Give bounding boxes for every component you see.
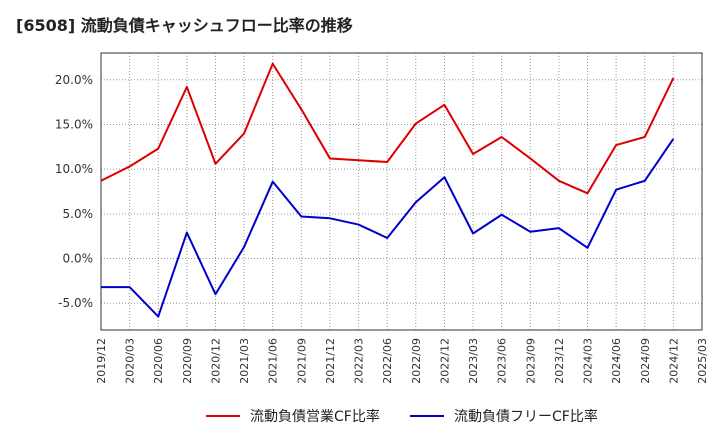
legend-item-operating-cf: 流動負債営業CF比率: [206, 404, 380, 428]
y-tick-label: 15.0%: [55, 117, 93, 131]
x-tick-label: 2025/03: [696, 338, 709, 384]
x-tick-label: 2021/09: [295, 338, 308, 384]
plot-area: [101, 53, 702, 330]
x-tick-label: 2022/12: [438, 338, 451, 384]
legend-label-free-cf: 流動負債フリーCF比率: [454, 409, 598, 425]
series-line-1: [101, 138, 675, 318]
x-tick-label: 2023/03: [467, 338, 480, 384]
x-tick-label: 2023/09: [524, 338, 537, 384]
series-line-0: [100, 62, 675, 195]
y-tick-label: -5.0%: [58, 296, 93, 310]
x-tick-label: 2021/06: [267, 338, 280, 384]
x-tick-label: 2021/03: [238, 338, 251, 384]
plot-border: [100, 52, 703, 331]
x-tick-label: 2020/12: [209, 338, 222, 384]
x-tick-label: 2020/09: [181, 338, 194, 384]
x-tick-label: 2021/12: [324, 338, 337, 384]
x-tick-label: 2024/03: [582, 338, 595, 384]
x-tick-label: 2024/09: [639, 338, 652, 384]
chart-title: [6508] 流動負債キャッシュフロー比率の推移: [16, 16, 353, 35]
x-tick-label: 2023/12: [553, 338, 566, 384]
x-tick-label: 2022/06: [381, 338, 394, 384]
x-tick-label: 2024/12: [667, 338, 680, 384]
y-tick-label: 10.0%: [55, 162, 93, 176]
y-tick-label: 0.0%: [63, 252, 94, 266]
legend-swatch-free-cf: [410, 415, 444, 417]
x-tick-label: 2019/12: [95, 338, 108, 384]
x-tick-label: 2022/03: [353, 338, 366, 384]
x-tick-label: 2020/06: [152, 338, 165, 384]
x-tick-label: 2022/09: [410, 338, 423, 384]
legend-label-operating-cf: 流動負債営業CF比率: [250, 409, 380, 425]
legend-item-free-cf: 流動負債フリーCF比率: [410, 404, 598, 428]
y-tick-label: 5.0%: [63, 207, 94, 221]
legend-swatch-operating-cf: [206, 415, 240, 417]
y-tick-label: 20.0%: [55, 73, 93, 87]
legend: 流動負債営業CF比率 流動負債フリーCF比率: [0, 404, 720, 428]
x-tick-label: 2020/03: [124, 338, 137, 384]
x-tick-label: 2024/06: [610, 338, 623, 384]
x-tick-label: 2023/06: [496, 338, 509, 384]
